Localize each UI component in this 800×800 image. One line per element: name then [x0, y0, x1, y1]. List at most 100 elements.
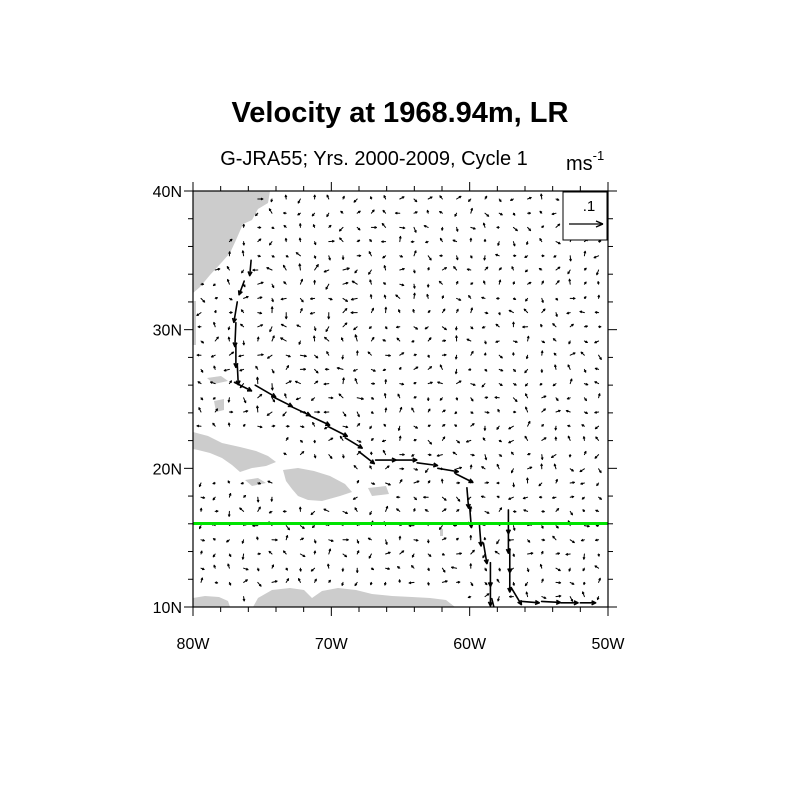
x-tick-label: 70W: [315, 636, 349, 653]
vector-arrow-40: [470, 207, 474, 214]
vector-arrow-131: [226, 266, 230, 271]
vector-arrow-314: [355, 350, 359, 356]
vector-arrow-276: [227, 336, 231, 342]
vector-arrow-230: [398, 309, 401, 314]
vector-arrow-732: [200, 577, 204, 583]
vector-arrow-115: [399, 254, 404, 258]
vector-arrow-633: [438, 525, 443, 530]
vector-arrow-434: [411, 407, 415, 413]
vector-arrow-123: [512, 254, 517, 258]
vector-arrow-141: [368, 269, 372, 275]
vector-arrow-600: [385, 505, 389, 512]
vector-arrow-103: [228, 251, 231, 257]
vector-arrow-1: [270, 198, 274, 203]
vector-arrow-156: [583, 267, 587, 271]
vector-arrow-374: [384, 379, 388, 385]
vector-arrow-122: [495, 253, 500, 257]
vector-arrow-312: [326, 351, 330, 356]
vector-arrow-687: [385, 551, 391, 555]
vector-arrow-186: [597, 281, 600, 285]
vector-arrow-656: [356, 539, 360, 544]
vector-arrow-470: [508, 425, 514, 430]
vector-arrow-253: [313, 326, 317, 331]
vector-arrow-720: [441, 567, 446, 573]
vector-arrow-717: [397, 566, 401, 569]
vector-arrow-196: [328, 297, 333, 301]
vector-arrow-599: [369, 510, 372, 516]
vector-arrow-99: [555, 241, 561, 245]
vector-arrow-376: [413, 382, 417, 385]
vector-arrow-707: [256, 567, 260, 572]
vector-arrow-367: [285, 380, 292, 385]
vector-arrow-220: [257, 311, 263, 315]
vector-arrow-561: [555, 478, 558, 484]
vector-arrow-723: [484, 567, 487, 572]
vector-arrow-287: [382, 339, 387, 342]
vector-arrow-319: [427, 354, 430, 358]
vector-arrow-584: [569, 495, 575, 499]
vector-arrow-419: [198, 407, 202, 413]
vector-arrow-466: [454, 424, 458, 428]
vector-arrow-169: [351, 280, 358, 285]
vector-arrow-149: [484, 266, 489, 271]
vector-arrow-29: [311, 212, 316, 217]
vector-arrow-360: [594, 367, 600, 371]
vector-arrow-68: [496, 225, 500, 229]
vector-arrow-730: [582, 567, 586, 572]
vector-arrow-688: [399, 550, 405, 555]
vector-arrow-614: [582, 509, 586, 512]
vector-arrow-354: [512, 368, 517, 372]
vector-arrow-66: [470, 226, 476, 230]
vector-arrow-700: [565, 552, 571, 556]
vector-arrow-454: [285, 424, 290, 428]
vector-arrow-53: [283, 224, 287, 228]
vector-arrow-696: [512, 553, 515, 557]
vector-arrow-553: [440, 478, 444, 484]
vector-arrow-427: [314, 410, 321, 414]
vector-arrow-132: [241, 269, 245, 274]
vector-arrow-93: [469, 237, 473, 243]
vector-arrow-159: [212, 283, 216, 287]
vector-arrow-170: [369, 279, 372, 285]
vector-arrow-33: [370, 209, 375, 214]
vector-arrow-211: [541, 297, 544, 303]
vector-arrow-567: [228, 492, 232, 498]
vector-arrow-277: [242, 340, 246, 346]
vector-arrow-602: [412, 508, 416, 512]
vector-arrow-27: [282, 211, 287, 215]
vector-arrow-72: [555, 223, 561, 228]
vector-arrow-125: [541, 254, 545, 258]
boundary-vector-13: [358, 450, 376, 465]
vector-arrow-726: [526, 567, 530, 573]
vector-arrow-283: [324, 336, 330, 342]
vector-arrow-519: [550, 454, 557, 458]
vector-arrow-267: [512, 321, 515, 328]
vector-arrow-304: [210, 354, 216, 358]
vector-arrow-613: [569, 510, 573, 516]
vector-arrow-403: [383, 392, 387, 399]
vector-arrow-96: [512, 241, 516, 247]
vector-arrow-416: [566, 396, 571, 400]
vector-arrow-406: [426, 397, 430, 402]
vector-arrow-383: [512, 383, 517, 386]
vector-arrow-297: [526, 335, 530, 342]
vector-arrow-117: [427, 255, 432, 261]
vector-arrow-102: [598, 240, 602, 243]
vector-arrow-541: [198, 482, 202, 488]
vector-arrow-120: [469, 255, 473, 259]
vector-arrow-581: [522, 496, 529, 500]
vector-arrow-208: [496, 297, 500, 300]
vector-arrow-18: [510, 198, 514, 201]
vector-arrow-661: [426, 539, 430, 544]
vector-arrow-669: [541, 538, 546, 542]
vector-arrow-109: [313, 255, 317, 259]
vector-arrow-278: [256, 336, 260, 342]
vector-arrow-535: [527, 466, 533, 470]
vector-arrow-163: [271, 283, 275, 289]
boundary-vector-34: [579, 600, 597, 606]
vector-arrow-17: [498, 198, 502, 203]
vector-arrow-484: [381, 439, 387, 443]
vector-arrow-699: [555, 552, 561, 555]
vector-arrow-116: [413, 250, 417, 257]
